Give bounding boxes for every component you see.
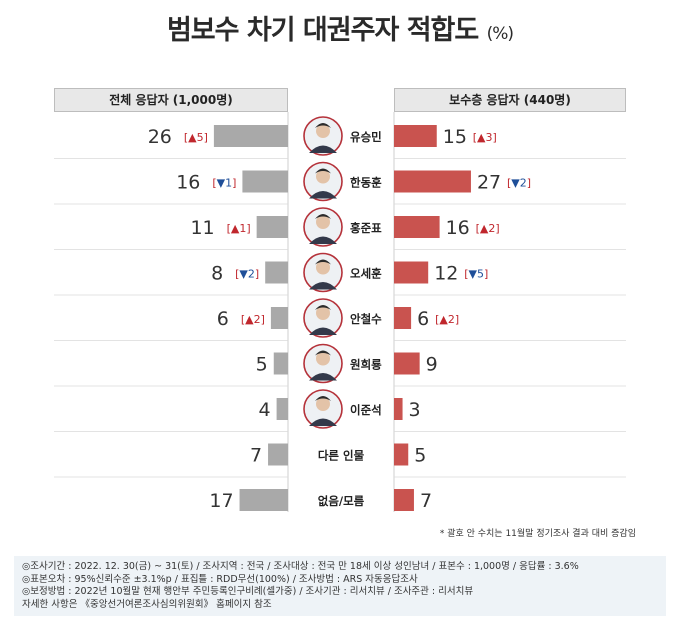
value-label-conservative: 9 <box>426 354 438 376</box>
candidate-name: 이준석 <box>350 403 382 417</box>
candidate-photo-hair <box>315 396 331 401</box>
candidate-photo-suit <box>309 327 337 335</box>
change-label-conservative: [▼2] <box>507 177 531 190</box>
bar-all-respondents <box>268 443 288 466</box>
value-label-all: 4 <box>259 399 271 421</box>
candidate-photo-face <box>316 260 330 275</box>
candidate-photo-suit <box>309 418 337 426</box>
value-label-conservative: 16 <box>446 217 470 239</box>
value-label-all: 16 <box>176 172 200 194</box>
value-label-all: 6 <box>217 308 229 330</box>
candidate-photo-face <box>316 124 330 138</box>
change-label-all: [▲5] <box>184 131 208 144</box>
candidate-photo-hair <box>315 305 331 310</box>
candidate-photo-suit <box>309 373 337 381</box>
chart-title-unit: (%) <box>486 24 514 44</box>
survey-info-line: ◎조사기간 : 2022. 12. 30(금) ~ 31(토) / 조사지역 :… <box>22 561 579 572</box>
candidate-name: 안철수 <box>350 312 382 326</box>
value-label-all: 11 <box>190 217 214 239</box>
bar-conservative-respondents <box>394 307 412 329</box>
candidate-photo-face <box>316 397 330 411</box>
value-label-all: 7 <box>250 445 262 467</box>
bar-conservative-respondents <box>394 216 440 238</box>
bar-all-respondents <box>276 398 288 420</box>
candidate-photo-suit <box>309 282 337 290</box>
bar-conservative-respondents <box>394 261 429 284</box>
candidate-name: 한동훈 <box>350 176 382 190</box>
value-label-conservative: 7 <box>420 490 432 512</box>
bar-all-respondents <box>265 261 288 284</box>
value-label-conservative: 15 <box>443 126 467 148</box>
candidate-name: 홍준표 <box>350 221 382 235</box>
value-label-conservative: 5 <box>414 445 426 467</box>
change-label-conservative: [▲2] <box>476 222 500 235</box>
value-label-all: 5 <box>256 354 268 376</box>
category-name: 없음/모름 <box>318 494 365 508</box>
candidate-photo-suit <box>309 191 337 199</box>
change-label-conservative: [▼5] <box>464 268 488 281</box>
chart-title: 범보수 차기 대권주자 적합도 (%) <box>0 8 680 47</box>
bar-conservative-respondents <box>394 170 471 193</box>
candidate-photo-face <box>316 215 330 229</box>
bar-all-respondents <box>239 489 288 511</box>
value-label-conservative: 12 <box>434 263 458 285</box>
survey-info-line: ◎보정방법 : 2022년 10월말 현재 행안부 주민등록인구비례(셀가중) … <box>22 586 474 597</box>
value-label-all: 17 <box>209 490 233 512</box>
candidate-photo-face <box>316 306 330 320</box>
change-label-all: [▲1] <box>227 222 251 235</box>
candidate-photo-hair <box>315 350 331 356</box>
candidate-photo-face <box>316 169 330 184</box>
chart-title-text: 범보수 차기 대권주자 적합도 <box>166 15 479 46</box>
candidate-name: 유승민 <box>350 130 382 144</box>
bar-all-respondents <box>273 352 288 375</box>
value-label-conservative: 27 <box>477 172 501 194</box>
change-label-conservative: [▲2] <box>435 313 459 326</box>
survey-info-box: ◎조사기간 : 2022. 12. 30(금) ~ 31(토) / 조사지역 :… <box>14 556 666 616</box>
bar-conservative-respondents <box>394 125 437 147</box>
candidate-name: 오세훈 <box>350 267 382 281</box>
header-conservative-respondents: 보수층 응답자 (440명) <box>394 88 626 112</box>
candidate-photo-hair <box>315 168 331 174</box>
bar-conservative-respondents <box>394 443 409 466</box>
change-label-all: [▼1] <box>212 177 236 190</box>
candidate-name: 원희룡 <box>350 358 382 372</box>
butterfly-bar-chart: [▲5] 26 15 [▲3] 유승민 [▼1] 16 27 [▼2] 한동훈 [▲1] 11 16 [▲… <box>54 112 626 512</box>
bar-all-respondents <box>270 307 288 329</box>
footnote: * 괄호 안 수치는 11월말 정기조사 결과 대비 증감임 <box>439 529 636 539</box>
bar-all-respondents <box>213 125 288 147</box>
header-all-respondents: 전체 응답자 (1,000명) <box>54 88 288 112</box>
candidate-photo-hair <box>315 123 331 128</box>
value-label-all: 26 <box>148 126 172 148</box>
change-label-conservative: [▲3] <box>473 131 497 144</box>
bar-all-respondents <box>242 170 288 193</box>
bar-conservative-respondents <box>394 489 414 511</box>
candidate-photo-hair <box>315 214 331 219</box>
candidate-photo-suit <box>309 145 337 153</box>
candidate-photo-hair <box>315 259 331 265</box>
bar-conservative-respondents <box>394 398 403 420</box>
bar-conservative-respondents <box>394 352 420 375</box>
candidate-photo-suit <box>309 236 337 244</box>
change-label-all: [▲2] <box>241 313 265 326</box>
value-label-all: 8 <box>211 263 223 285</box>
candidate-photo-face <box>316 351 330 366</box>
change-label-all: [▼2] <box>235 268 259 281</box>
value-label-conservative: 6 <box>417 308 429 330</box>
survey-info-line: ◎표본오차 : 95%신뢰수준 ±3.1%p / 표집틀 : RDD무선(100… <box>22 573 418 585</box>
value-label-conservative: 3 <box>409 399 421 421</box>
category-name: 다른 인물 <box>318 449 365 463</box>
survey-info-line: 자세한 사항은 《중앙선거여론조사심의위원회》 홈페이지 참조 <box>22 598 272 610</box>
bar-all-respondents <box>256 216 288 238</box>
